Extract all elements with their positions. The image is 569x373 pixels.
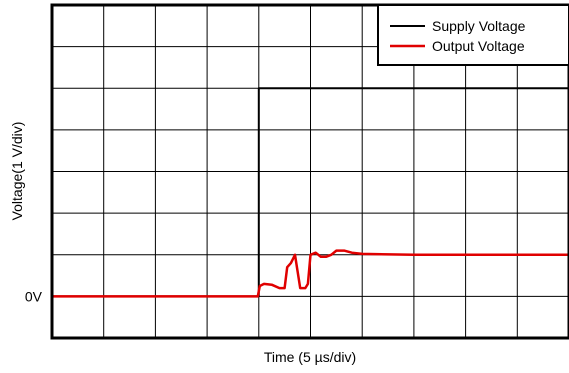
legend-label: Output Voltage <box>432 38 525 54</box>
series-group <box>52 87 569 298</box>
legend-box <box>377 4 569 66</box>
y-tick-label: 0V <box>25 288 43 304</box>
tick-labels: 0V <box>25 288 43 304</box>
output-voltage-line <box>52 249 569 298</box>
y-axis-label: Voltage(1 V/div) <box>9 122 25 221</box>
legend: Supply Voltage Output Voltage <box>377 4 569 66</box>
legend-label: Supply Voltage <box>432 18 526 34</box>
plot-frame <box>50 3 569 340</box>
x-axis-label: Time (5 µs/div) <box>264 349 356 365</box>
